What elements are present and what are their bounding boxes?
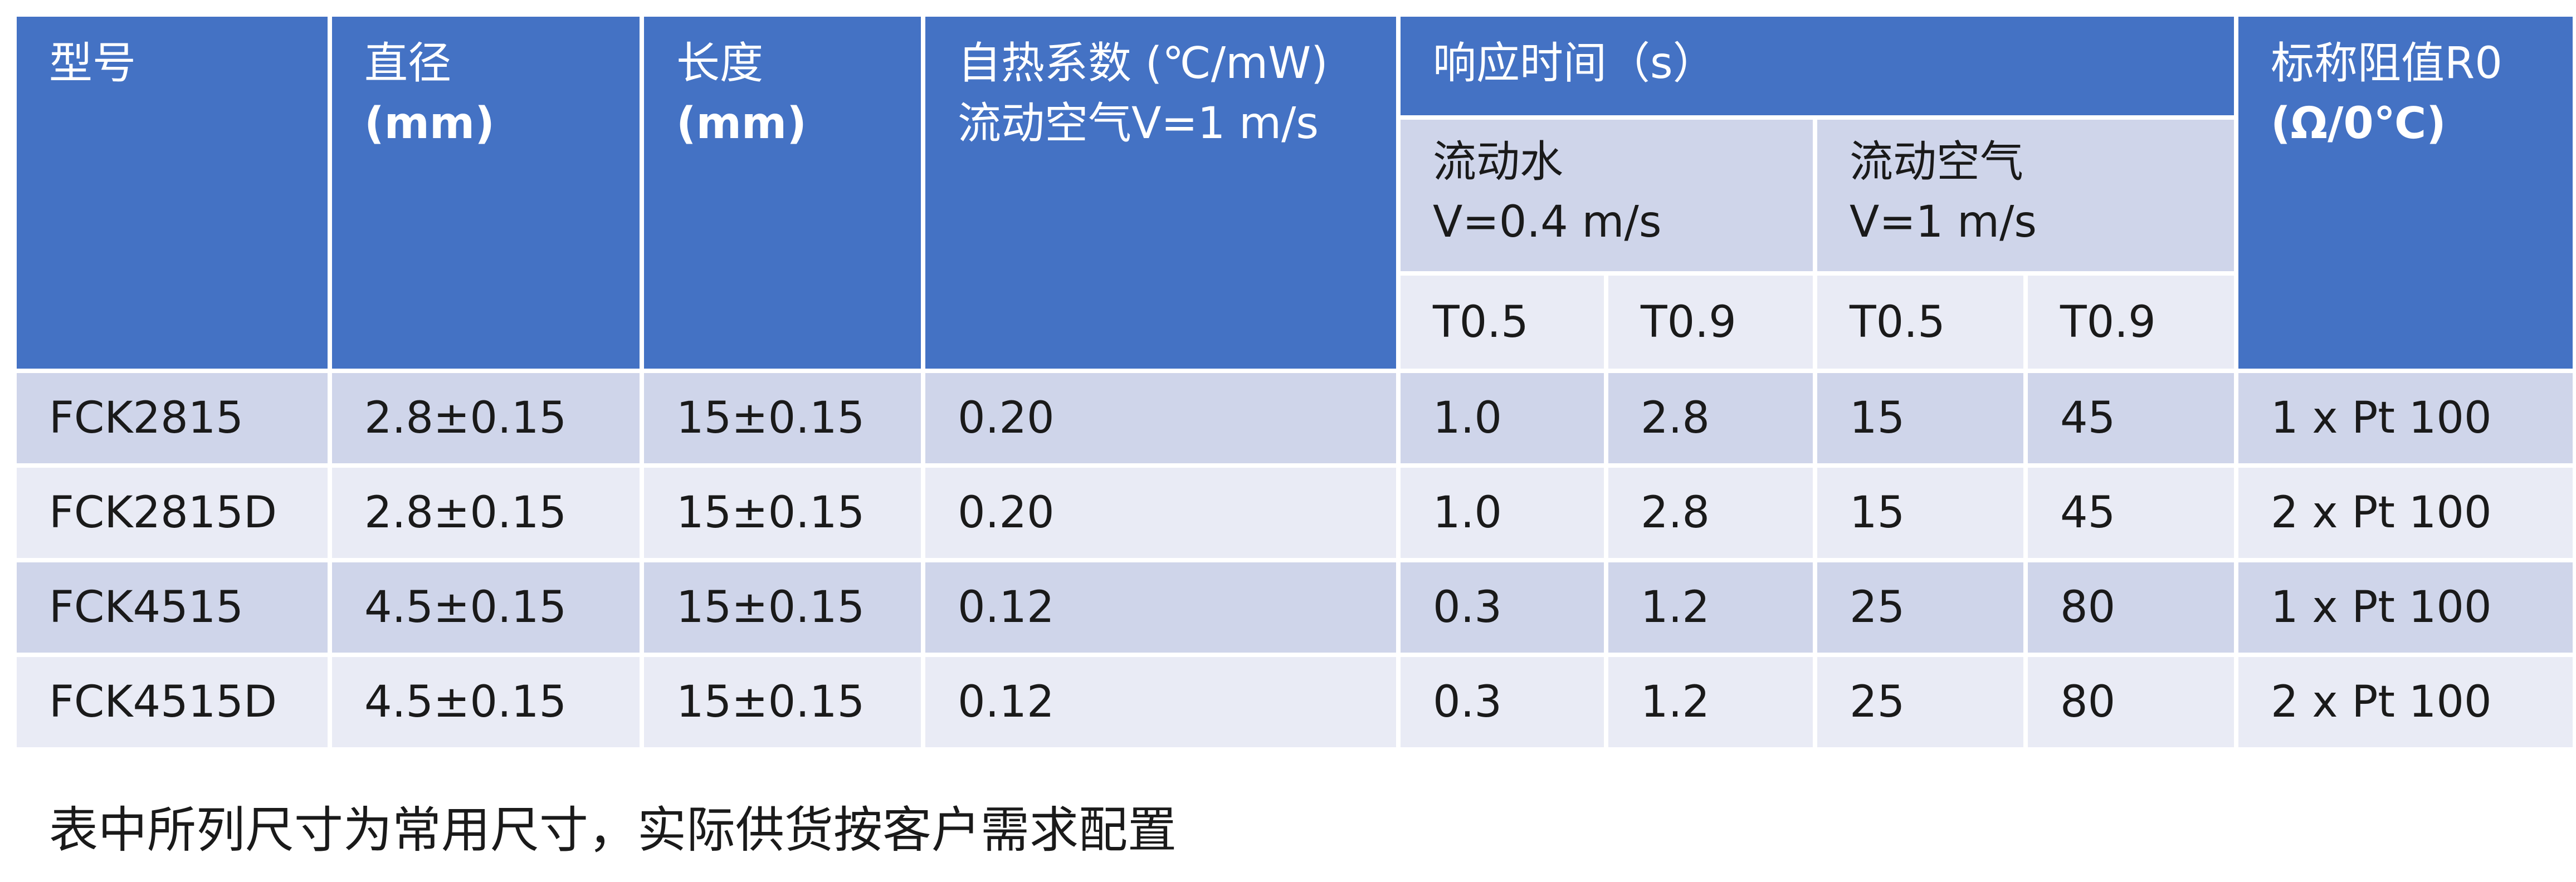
- cell-water-t09: 2.8: [1608, 373, 1817, 468]
- cell-length: 15±0.15: [644, 562, 925, 657]
- header-model-label: 型号: [49, 38, 136, 89]
- cell-model: FCK2815: [17, 373, 332, 468]
- header-air-speed: V=1 m/s: [1850, 197, 2037, 247]
- cell-water-t05: 1.0: [1401, 468, 1608, 562]
- cell-air-t09: 80: [2028, 562, 2239, 657]
- cell-water-t09: 2.8: [1608, 468, 1817, 562]
- cell-nominal: 1 x Pt 100: [2238, 562, 2576, 657]
- cell-water-t05: 1.0: [1401, 373, 1608, 468]
- cell-model: FCK2815D: [17, 468, 332, 562]
- table-row: FCK2815 2.8±0.15 15±0.15 0.20 1.0 2.8 15…: [17, 373, 2576, 468]
- cell-model: FCK4515D: [17, 657, 332, 752]
- header-model: 型号: [17, 17, 332, 373]
- cell-length: 15±0.15: [644, 657, 925, 752]
- cell-diameter: 4.5±0.15: [332, 657, 644, 752]
- cell-air-t09: 80: [2028, 657, 2239, 752]
- cell-diameter: 2.8±0.15: [332, 468, 644, 562]
- cell-diameter: 2.8±0.15: [332, 373, 644, 468]
- cell-air-t05: 15: [1817, 373, 2028, 468]
- cell-water-t05: 0.3: [1401, 562, 1608, 657]
- header-self-heating-condition: 流动空气V=1 m/s: [958, 99, 1319, 149]
- cell-air-t05: 15: [1817, 468, 2028, 562]
- table-row: FCK2815D 2.8±0.15 15±0.15 0.20 1.0 2.8 1…: [17, 468, 2576, 562]
- cell-air-t09: 45: [2028, 468, 2239, 562]
- header-diameter-label: 直径: [364, 38, 452, 89]
- cell-water-t05: 0.3: [1401, 657, 1608, 752]
- cell-water-t09: 1.2: [1608, 562, 1817, 657]
- header-nominal: 标称阻值R0 (Ω/0℃): [2238, 17, 2576, 373]
- cell-self-heating: 0.20: [925, 373, 1401, 468]
- header-response-time-label: 响应时间（s）: [1433, 38, 1716, 89]
- table-row: FCK4515D 4.5±0.15 15±0.15 0.12 0.3 1.2 2…: [17, 657, 2576, 752]
- table-row: FCK4515 4.5±0.15 15±0.15 0.12 0.3 1.2 25…: [17, 562, 2576, 657]
- spec-table: 型号 直径 (mm) 长度 (mm) 自热系数 (℃/mW) 流动空气V=1 m…: [17, 17, 2576, 752]
- header-length: 长度 (mm): [644, 17, 925, 373]
- header-water-t05: T0.5: [1401, 276, 1608, 373]
- header-air-t09: T0.9: [2028, 276, 2239, 373]
- header-air-t05: T0.5: [1817, 276, 2028, 373]
- cell-nominal: 2 x Pt 100: [2238, 657, 2576, 752]
- header-nominal-label: 标称阻值R0: [2271, 38, 2502, 89]
- cell-length: 15±0.15: [644, 373, 925, 468]
- header-air-group: 流动空气 V=1 m/s: [1817, 120, 2239, 276]
- cell-length: 15±0.15: [644, 468, 925, 562]
- cell-self-heating: 0.20: [925, 468, 1401, 562]
- header-water-label: 流动水: [1433, 137, 1564, 187]
- cell-diameter: 4.5±0.15: [332, 562, 644, 657]
- header-diameter-unit: (mm): [364, 99, 495, 149]
- cell-model: FCK4515: [17, 562, 332, 657]
- cell-air-t05: 25: [1817, 657, 2028, 752]
- header-length-unit: (mm): [676, 99, 807, 149]
- cell-self-heating: 0.12: [925, 562, 1401, 657]
- cell-nominal: 2 x Pt 100: [2238, 468, 2576, 562]
- header-response-time: 响应时间（s）: [1401, 17, 2239, 120]
- header-water-group: 流动水 V=0.4 m/s: [1401, 120, 1817, 276]
- cell-self-heating: 0.12: [925, 657, 1401, 752]
- cell-air-t09: 45: [2028, 373, 2239, 468]
- cell-air-t05: 25: [1817, 562, 2028, 657]
- header-length-label: 长度: [676, 38, 764, 89]
- header-self-heating-label: 自热系数 (℃/mW): [958, 38, 1328, 89]
- cell-nominal: 1 x Pt 100: [2238, 373, 2576, 468]
- header-water-t09: T0.9: [1608, 276, 1817, 373]
- cell-water-t09: 1.2: [1608, 657, 1817, 752]
- header-air-label: 流动空气: [1850, 137, 2024, 187]
- header-nominal-unit: (Ω/0℃): [2271, 99, 2446, 149]
- header-water-speed: V=0.4 m/s: [1433, 197, 1662, 247]
- header-self-heating: 自热系数 (℃/mW) 流动空气V=1 m/s: [925, 17, 1401, 373]
- header-diameter: 直径 (mm): [332, 17, 644, 373]
- footnote: 表中所列尺寸为常用尺寸，实际供货按客户需求配置: [49, 801, 1177, 859]
